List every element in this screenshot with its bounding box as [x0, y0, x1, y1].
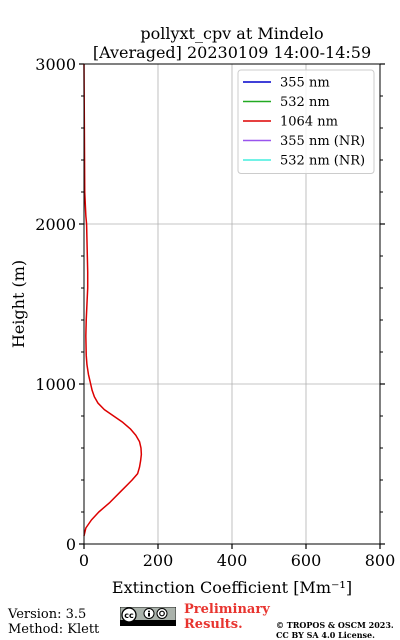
- x-tick-label: 400: [217, 551, 248, 570]
- preliminary-line-2: Results.: [184, 617, 243, 632]
- preliminary-line-1: Preliminary: [184, 602, 270, 617]
- cc-by-sa-icon: cc: [120, 607, 176, 626]
- plot-frame: [83, 63, 381, 545]
- copyright-line-2: CC BY SA 4.0 License.: [276, 630, 375, 640]
- y-tick-label: 1000: [35, 375, 76, 394]
- x-tick-label: 0: [79, 551, 89, 570]
- y-tick-label: 0: [66, 535, 76, 554]
- legend-label-4: 532 nm (NR): [280, 154, 365, 169]
- method-label: Method: Klett: [8, 622, 100, 637]
- y-axis-label: Height (m): [9, 260, 28, 348]
- svg-text:cc: cc: [124, 611, 134, 620]
- legend-box: [237, 69, 375, 174]
- series-line-2: [83, 63, 143, 537]
- x-tick-label: 800: [365, 551, 396, 570]
- x-tick-label: 200: [143, 551, 174, 570]
- chart-subtitle: [Averaged] 20230109 14:00-14:59: [93, 43, 371, 62]
- legend-label-1: 532 nm: [280, 95, 330, 110]
- preliminary-results-note: Preliminary Results.: [184, 602, 270, 632]
- copyright-line-1: © TROPOS & OSCM 2023.: [276, 620, 394, 630]
- x-tick-label: 600: [291, 551, 322, 570]
- copyright-note: © TROPOS & OSCM 2023. CC BY SA 4.0 Licen…: [276, 620, 394, 640]
- x-axis-label: Extinction Coefficient [Mm⁻¹]: [112, 578, 352, 597]
- chart: 0 200 400 600 800 0 1000 2000 3000 pollyxt_cpv at…: [9, 24, 396, 597]
- y-tick-label: 2000: [35, 215, 76, 234]
- version-label: Version: 3.5: [8, 607, 87, 622]
- y-tick-label: 3000: [35, 55, 76, 74]
- legend-label-0: 355 nm: [280, 76, 330, 91]
- legend-label-3: 355 nm (NR): [280, 134, 365, 149]
- legend-label-2: 1064 nm: [280, 115, 338, 130]
- chart-title: pollyxt_cpv at Mindelo: [140, 24, 323, 43]
